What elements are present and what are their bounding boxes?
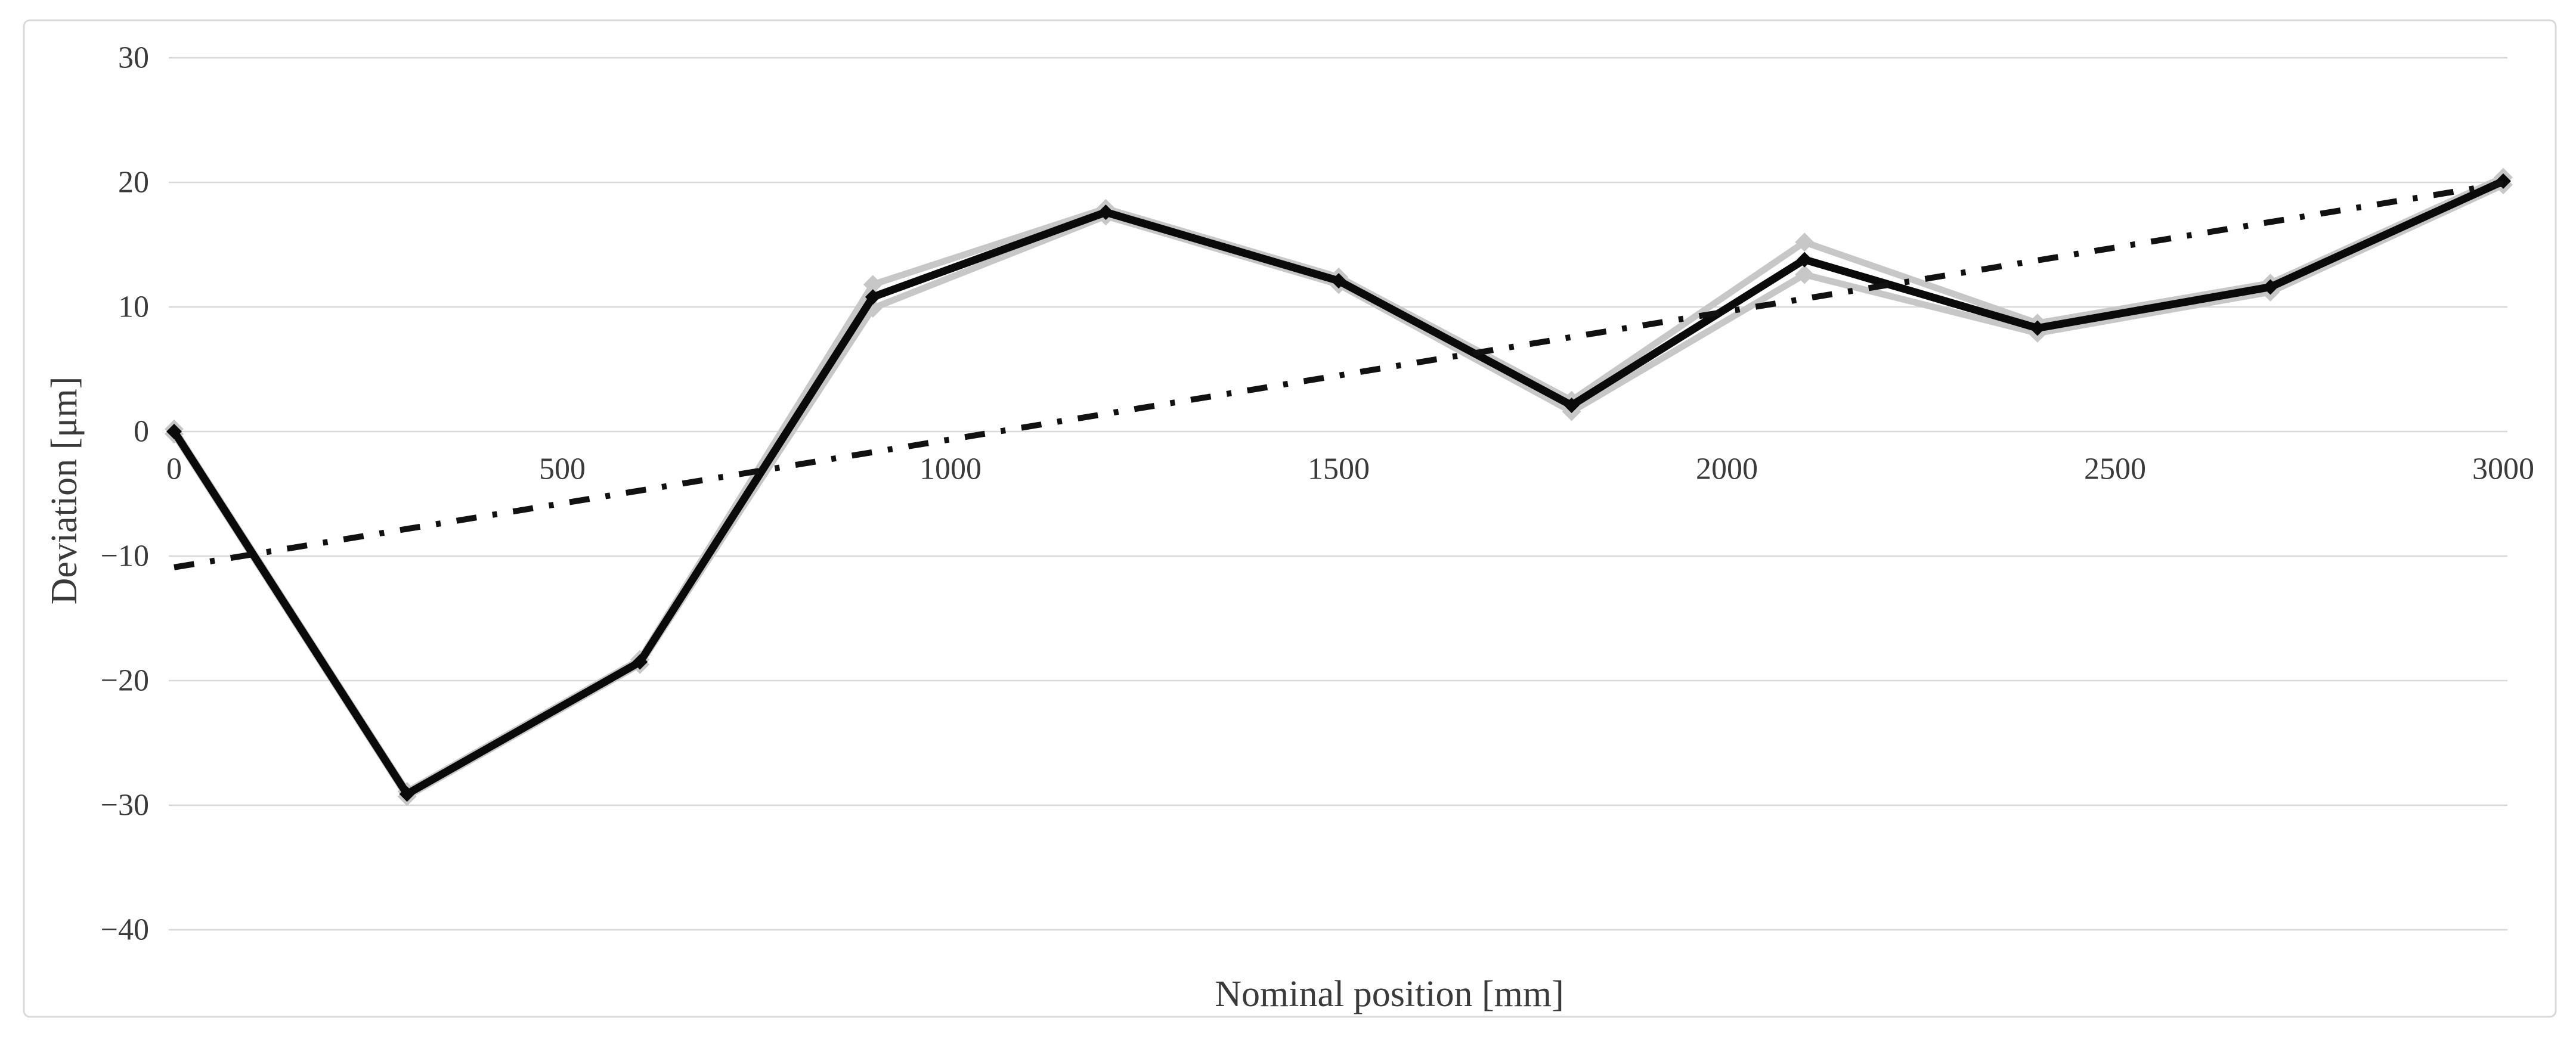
x-tick-labels: 0 500 1000 1500 2000 2500 3000 [166, 452, 2534, 486]
mean-deviation-marker [2029, 320, 2045, 336]
y-tick-label: 30 [118, 41, 149, 75]
x-axis-title: Nominal position [mm] [1215, 974, 1564, 1014]
chart-frame [23, 19, 2557, 1018]
x-tick-label: 2000 [1696, 452, 1758, 486]
y-tick-label: −30 [101, 789, 149, 822]
x-tick-label: 1000 [919, 452, 982, 486]
x-tick-label: 3000 [2472, 452, 2534, 486]
y-tick-label: 0 [134, 415, 149, 449]
mean-deviation-marker [2262, 279, 2278, 295]
y-tick-label: 20 [118, 166, 149, 200]
y-tick-label: −10 [101, 539, 149, 573]
mean-deviation-marker [632, 654, 648, 670]
y-tick-label: −40 [101, 913, 149, 947]
measurement-run-up-marker [1795, 232, 1815, 252]
x-tick-label: 0 [166, 452, 182, 486]
y-axis-title: Deviation [μm] [44, 377, 85, 605]
y-tick-labels: 30 20 10 0 −10 −20 −30 −40 [101, 41, 149, 947]
measurement-run-down-marker [863, 299, 883, 318]
mean-deviation-marker [865, 289, 881, 305]
mean-deviation-marker [1797, 252, 1813, 268]
mean-deviation-marker [1098, 204, 1114, 221]
mean-deviation-marker [166, 424, 182, 439]
mean-deviation-marker [399, 786, 415, 802]
y-tick-label: 10 [118, 290, 149, 324]
data-series [165, 167, 2513, 806]
y-tick-label: −20 [101, 664, 149, 698]
mean-deviation-marker [1563, 398, 1580, 414]
mean-deviation-marker [1331, 273, 1346, 289]
measurement-run-up-marker [863, 275, 883, 294]
x-tick-label: 2500 [2084, 452, 2146, 486]
gridlines [169, 57, 2507, 931]
x-tick-label: 1500 [1308, 452, 1370, 486]
measurement-run-down-marker [1795, 265, 1815, 284]
x-tick-label: 500 [539, 452, 586, 486]
